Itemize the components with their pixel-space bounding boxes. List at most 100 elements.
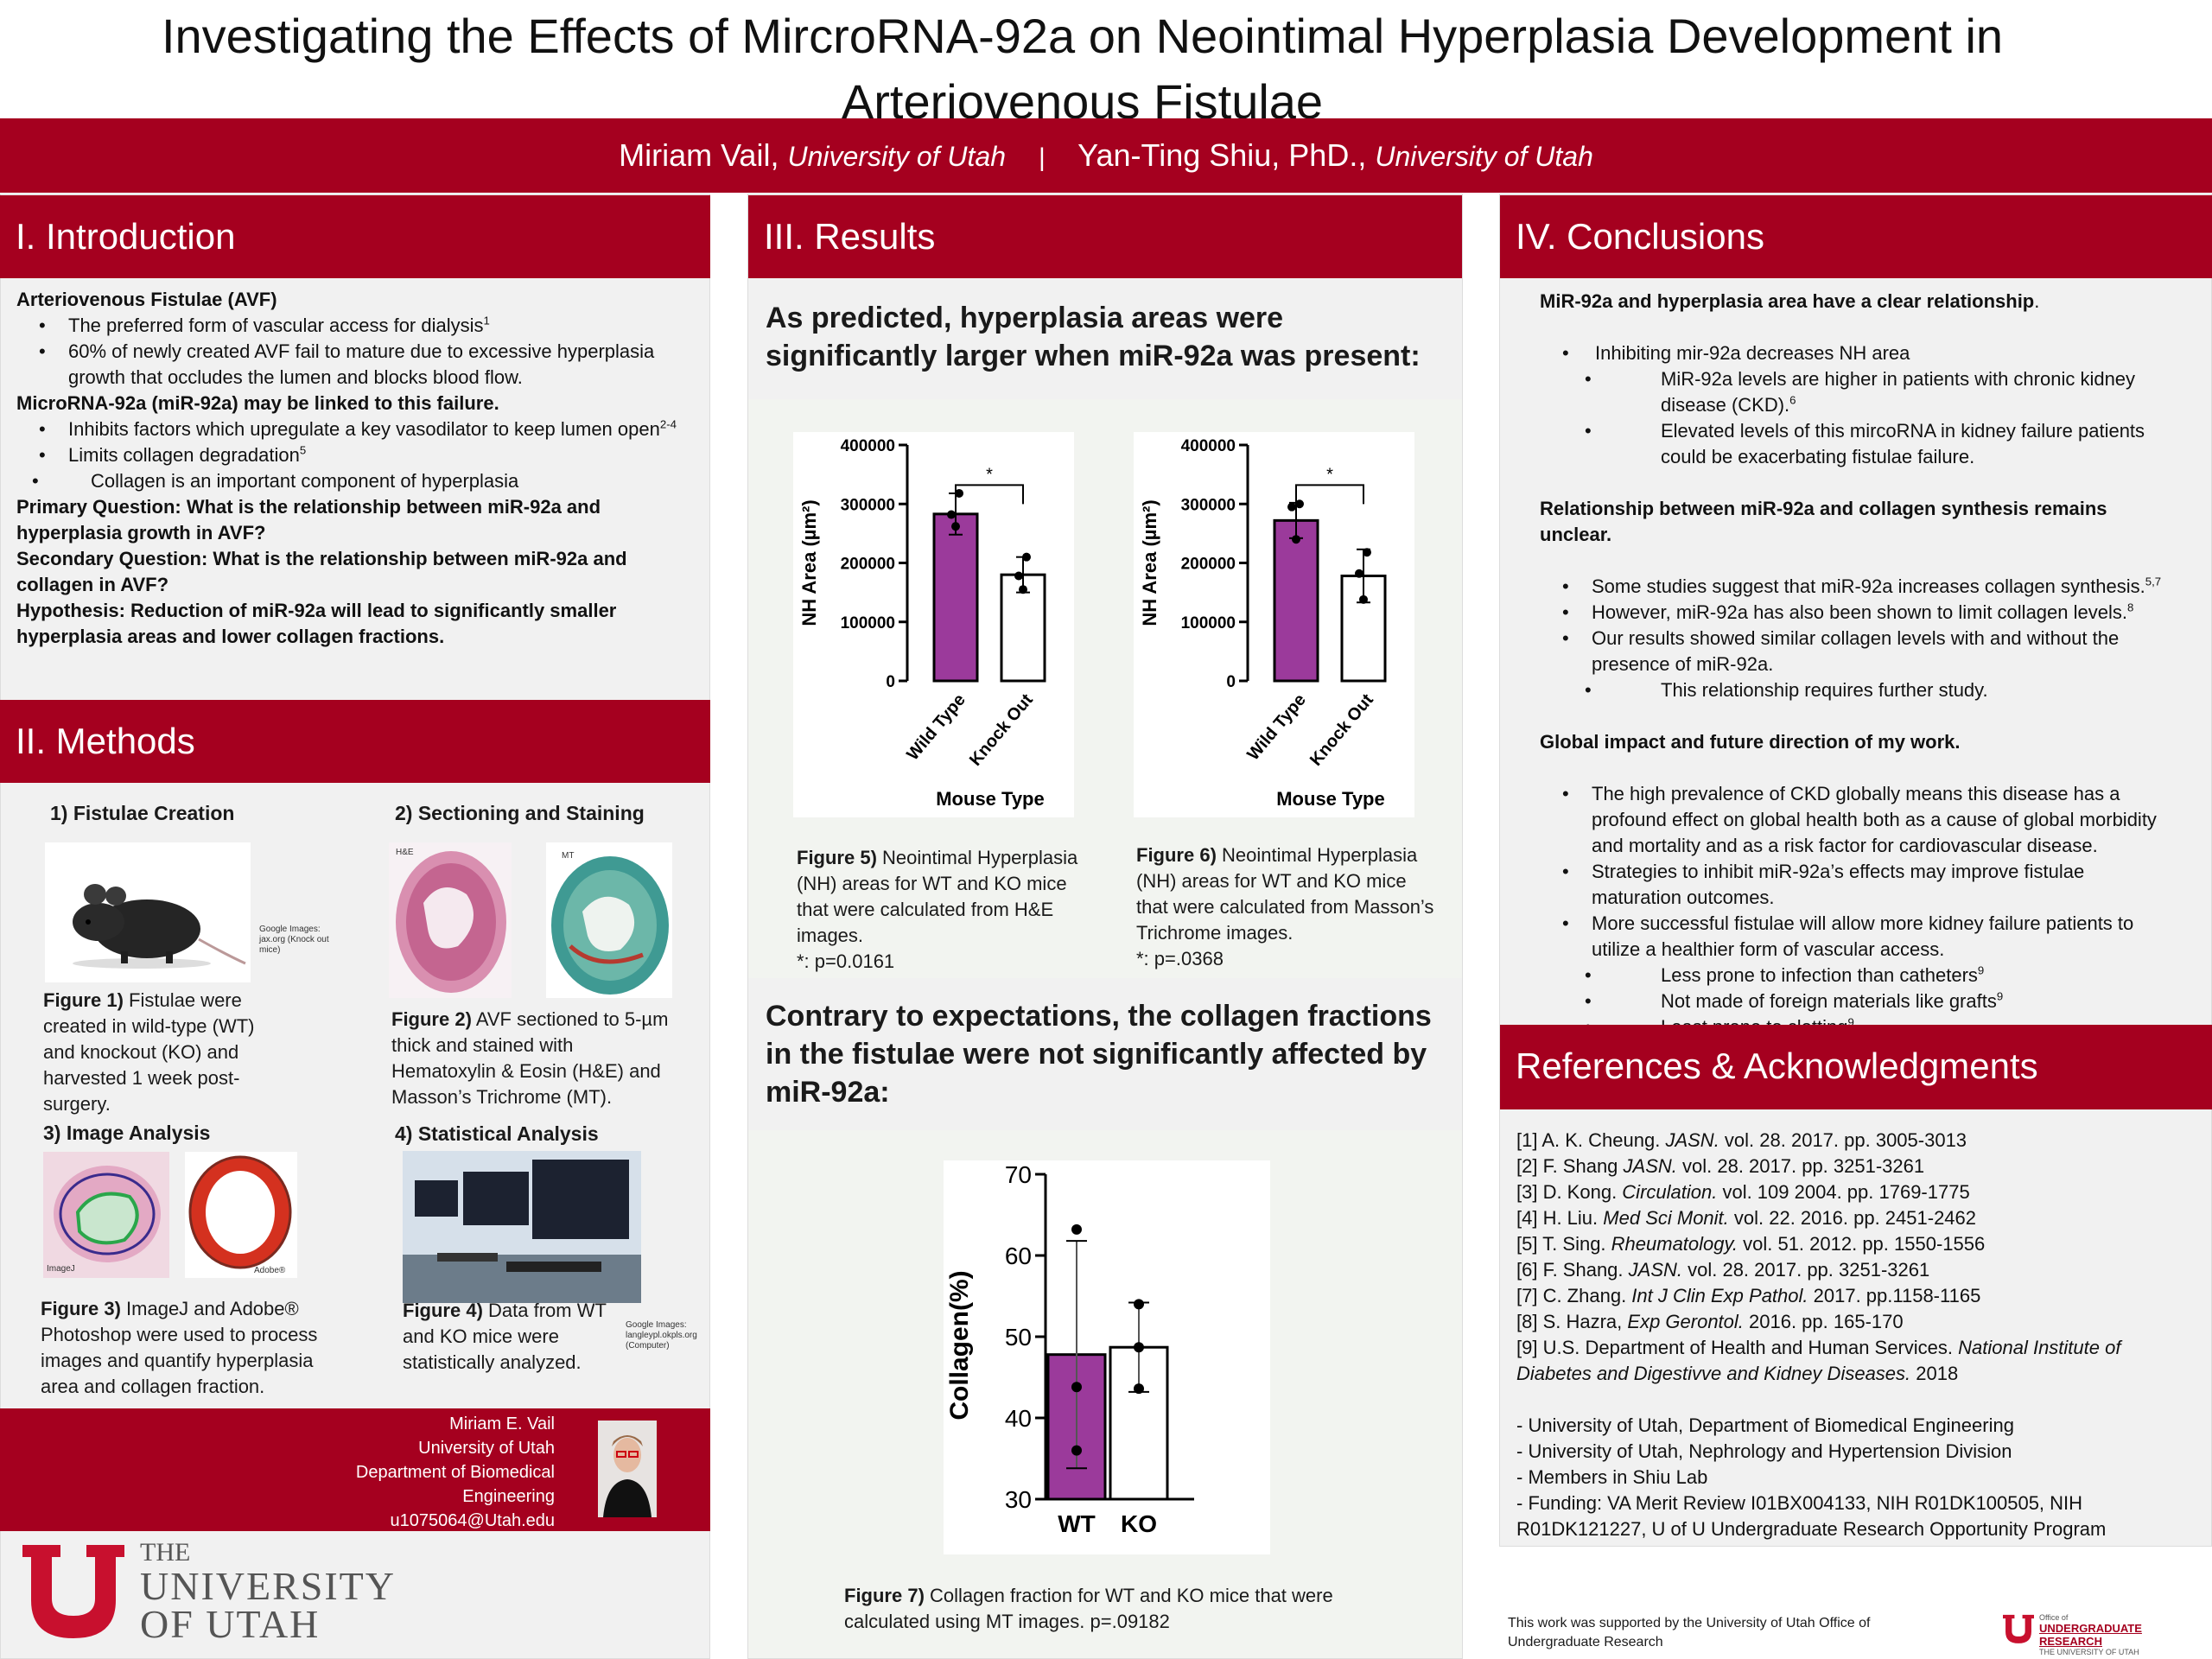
figure-7-svg: 30 40 50 60 70 Collagen(%) WT KO: [945, 1161, 1194, 1537]
figure-7-chart: 30 40 50 60 70 Collagen(%) WT KO: [944, 1160, 1270, 1554]
figure-5-svg: 0 100000 200000 300000 400000 NH Area (µm²) Wi…: [798, 437, 1046, 810]
university-u-logo: [22, 1545, 124, 1642]
conclusions-heading: IV. Conclusions: [1500, 195, 2212, 278]
contact-department-1: Department of Biomedical: [355, 1463, 555, 1482]
y-tick-label: 100000: [1181, 614, 1236, 632]
conclusion-1-bullet-1b: Elevated levels of this mircoRNA in kidn…: [1540, 418, 2179, 470]
data-point: [1134, 1299, 1144, 1310]
figure-6-pvalue: *: p=.0368: [1136, 948, 1224, 969]
y-tick-label: 60: [1005, 1243, 1032, 1269]
support-statement: This work was supported by the Universit…: [1508, 1616, 1871, 1649]
mouse-image-source: Google Images: jax.org (Knock out mice): [259, 925, 329, 955]
figure-2-caption: Figure 2) AVF sectioned to 5-µm thick an…: [391, 1008, 669, 1108]
avf-heading: Arteriovenous Fistulae (AVF): [16, 289, 277, 310]
conclusion-3-heading: Global impact and future direction of my…: [1540, 731, 1961, 753]
figure-6-caption: Figure 6) Neointimal Hyperplasia (NH) ar…: [1136, 842, 1439, 972]
conclusion-3-bullet-3: More successful fistulae will allow more…: [1540, 911, 2179, 963]
author-photo: [598, 1421, 657, 1517]
reference-6: [6] F. Shang. JASN. vol. 28. 2017. pp. 3…: [1516, 1259, 1930, 1281]
figure-5-chart: 0 100000 200000 300000 400000 NH Area (µm²) Wi…: [793, 432, 1074, 817]
conclusion-2-bullet-3a: This relationship requires further study…: [1540, 677, 2179, 703]
data-point: [951, 522, 960, 531]
x-tick-label: Knock Out: [966, 690, 1037, 770]
intro-body: Arteriovenous Fistulae (AVF) The preferr…: [16, 287, 699, 650]
avf-bullet-2: 60% of newly created AVF fail to mature …: [16, 339, 699, 391]
wordmark-of-utah: OF UTAH: [140, 1602, 321, 1646]
he-stain-image: H&E: [389, 842, 512, 998]
y-tick-label: 40: [1005, 1405, 1032, 1432]
data-point: [1355, 569, 1363, 578]
imagej-label: ImageJ: [47, 1264, 75, 1274]
references-heading: References & Acknowledgments: [1500, 1025, 2212, 1109]
mir-bullet-2a: Collagen is an important component of hy…: [10, 468, 699, 494]
figure-5-caption: Figure 5) Neointimal Hyperplasia (NH) ar…: [797, 845, 1082, 975]
poster-title: Investigating the Effects of MircroRNA-9…: [0, 3, 2164, 135]
significance-bracket: [1295, 484, 1364, 505]
y-tick-label: 0: [1226, 673, 1236, 691]
data-point: [1134, 1383, 1144, 1395]
figure-3-caption: Figure 3) ImageJ and Adobe® Photoshop we…: [41, 1298, 318, 1397]
data-point: [1134, 1342, 1144, 1353]
adobe-image: Adobe®: [185, 1152, 297, 1278]
wordmark-the: THE: [140, 1538, 191, 1567]
method-1-title: 1) Fistulae Creation: [50, 802, 235, 824]
mir-bullet-1: Inhibits factors which upregulate a key …: [16, 416, 699, 442]
data-point: [955, 488, 963, 498]
bar-wild-type: [1273, 518, 1319, 683]
conclusion-2-bullet-2: However, miR-92a has also been shown to …: [1540, 600, 2179, 626]
conclusion-2-bullet-1: Some studies suggest that miR-92a increa…: [1540, 574, 2179, 600]
y-axis-label: Collagen(%): [945, 1270, 974, 1420]
author-2-affiliation: University of Utah: [1375, 141, 1593, 172]
reference-1: [1] A. K. Cheung. JASN. vol. 28. 2017. p…: [1516, 1129, 1967, 1151]
author-1-name: Miriam Vail,: [619, 137, 779, 173]
x-axis-label: Mouse Type: [1276, 788, 1385, 810]
conclusion-3-bullet-1: The high prevalence of CKD globally mean…: [1540, 781, 2179, 859]
reference-9: [9] U.S. Department of Health and Human …: [1516, 1337, 2121, 1384]
figure-1-caption: Figure 1) Fistulae were created in wild-…: [43, 989, 255, 1115]
results-statement-1: As predicted, hyperplasia areas were sig…: [766, 302, 1421, 372]
results-statement-1-band: [748, 278, 1462, 399]
acknowledgment-3: - Members in Shiu Lab: [1516, 1466, 1708, 1488]
figure-5-pvalue: *: p=0.0161: [797, 950, 895, 972]
y-tick-label: 30: [1005, 1486, 1032, 1513]
y-tick-label: 300000: [841, 496, 895, 514]
references-list: [1] A. K. Cheung. JASN. vol. 28. 2017. p…: [1516, 1128, 2190, 1542]
reference-7: [7] C. Zhang. Int J Clin Exp Pathol. 201…: [1516, 1285, 1981, 1306]
data-point: [1071, 1445, 1082, 1456]
x-tick-label: Knock Out: [1306, 690, 1377, 770]
methods-heading: II. Methods: [0, 700, 710, 783]
intro-heading: I. Introduction: [0, 195, 710, 278]
y-tick-label: 200000: [1181, 556, 1236, 574]
mir-bullet-2: Limits collagen degradation5: [16, 442, 699, 468]
ugr-wordmark: Office of UNDERGRADUATE RESEARCH THE UNI…: [2039, 1613, 2203, 1657]
contact-bar: [0, 1408, 710, 1531]
significance-bracket: [955, 484, 1024, 505]
x-tick-label: Wild Type: [903, 690, 969, 764]
y-tick-label: 70: [1005, 1161, 1032, 1188]
data-point: [1363, 548, 1371, 557]
conclusion-3-bullet-3a: Less prone to infection than catheters9: [1540, 963, 2179, 988]
significance-marker: *: [986, 465, 993, 484]
y-axis-label: NH Area (µm²): [798, 499, 820, 626]
ugr-office-of: Office of: [2039, 1613, 2069, 1622]
y-tick-label: 100000: [841, 614, 895, 632]
adobe-label: Adobe®: [254, 1266, 286, 1275]
data-point: [1287, 502, 1296, 512]
contact-email[interactable]: u1075064@Utah.edu: [390, 1511, 555, 1530]
conclusion-3-bullet-2: Strategies to inhibit miR-92a’s effects …: [1540, 859, 2179, 911]
y-tick-label: 200000: [841, 556, 895, 574]
y-tick-label: 0: [886, 673, 895, 691]
data-point: [1359, 594, 1368, 604]
reference-8: [8] S. Hazra, Exp Gerontol. 2016. pp. 16…: [1516, 1311, 1904, 1332]
data-point: [1071, 1224, 1082, 1235]
reference-3: [3] D. Kong. Circulation. vol. 109 2004.…: [1516, 1181, 1970, 1203]
contact-info: Miriam E. Vail University of Utah Depart…: [285, 1412, 555, 1533]
poster-title-line1: Investigating the Effects of MircroRNA-9…: [161, 9, 2004, 63]
contact-department-2: Engineering: [462, 1487, 555, 1506]
computers-image: [403, 1151, 641, 1303]
y-tick-label: 400000: [841, 437, 895, 455]
figure-6-chart: 0 100000 200000 300000 400000 NH Area (µm²) Wi…: [1134, 432, 1414, 817]
ugr-u-logo: [2003, 1614, 2034, 1645]
method-2-title: 2) Sectioning and Staining: [395, 802, 645, 824]
results-statement-2: Contrary to expectations, the collagen f…: [766, 1000, 1432, 1109]
